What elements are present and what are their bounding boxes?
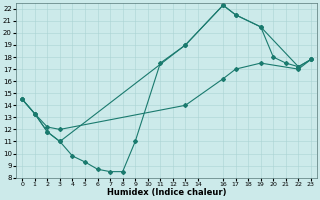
X-axis label: Humidex (Indice chaleur): Humidex (Indice chaleur)	[107, 188, 226, 197]
